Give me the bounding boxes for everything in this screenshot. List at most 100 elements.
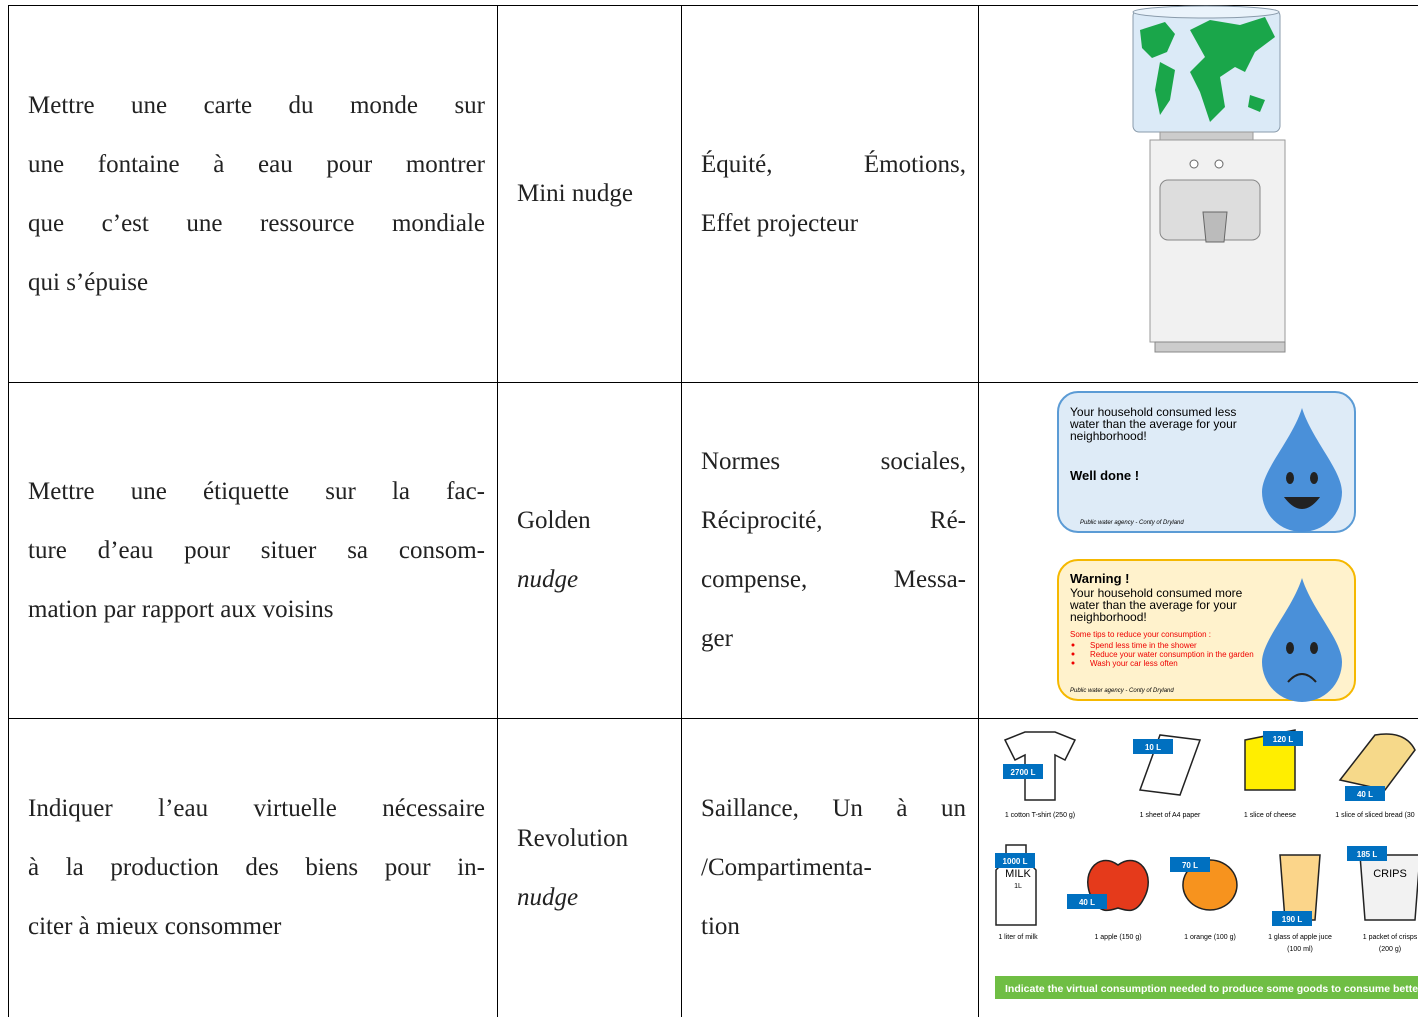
card-text: neighborhood! (1070, 429, 1147, 443)
drop (1262, 408, 1342, 532)
caption: 1 sheet of A4 paper (1140, 812, 1201, 819)
text-line: Mettre une étiquette sur la fac- (28, 477, 485, 505)
caption: 1 apple (150 g) (1094, 934, 1141, 941)
amount: 1000 L (1003, 857, 1028, 866)
drop (1262, 578, 1342, 702)
icon-text: 1L (1014, 883, 1022, 890)
caption: 1 glass of apple juce (1268, 934, 1332, 941)
text-line: citer à mieux consommer (28, 913, 282, 940)
card-footer: Public water agency - Conty of Dryland (1080, 520, 1184, 526)
text-line: nudge (517, 566, 579, 593)
caption: 1 packet of crisps (1363, 934, 1418, 941)
text-line: nudge (517, 883, 579, 911)
mouth (1283, 497, 1321, 509)
text-line: que c’est une ressource mondiale (28, 209, 485, 237)
eye (1310, 472, 1318, 484)
text-line: Équité, Émotions, (701, 150, 966, 178)
amount-tag (1170, 857, 1210, 872)
product-icon (1359, 854, 1418, 921)
type-cell: Mini nudge (497, 5, 681, 382)
amount: 190 L (1282, 915, 1303, 924)
card-emphasis: Well done ! (1070, 468, 1139, 483)
description-cell: Indiquer l’eau virtuelle nécessaire à la … (8, 718, 497, 1017)
principles-cell: Normes sociales, Réciprocité, Ré-compense… (681, 382, 978, 718)
card-text: Your household consumed more (1070, 586, 1243, 600)
text-line: mation par rapport aux voisins (28, 595, 334, 623)
text-line: Mini nudge (517, 180, 633, 207)
mouth (1287, 673, 1317, 683)
caption: 1 cotton T-shirt (250 g) (1005, 812, 1075, 819)
amount: 40 L (1357, 790, 1373, 799)
rule (497, 5, 498, 1017)
caption: 1 orange (100 g) (1184, 934, 1236, 941)
caption: (100 ml) (1287, 946, 1313, 953)
card-text: Your household consumed less (1070, 405, 1236, 419)
card-text: neighborhood! (1070, 610, 1147, 624)
text-line: à la production des biens pour in- (28, 854, 485, 881)
amount-tag (1272, 911, 1312, 926)
text-line: qui s’épuise (28, 268, 149, 296)
text-line: tion (701, 913, 740, 940)
text-line: une fontaine à eau pour montrer (28, 150, 485, 178)
amount-tag (1345, 786, 1385, 801)
description-cell: Mettre une étiquette sur la fac-ture d’e… (8, 382, 497, 718)
amount: 70 L (1182, 861, 1198, 870)
text-line: Effet projecteur (701, 209, 859, 237)
tips-intro: Some tips to reduce your consumption : (1070, 630, 1211, 639)
bullet (1071, 643, 1075, 647)
amount: 40 L (1079, 898, 1095, 907)
product-icon (1279, 854, 1321, 921)
eye (1286, 472, 1294, 484)
rule (8, 718, 1418, 719)
text-line: Revolution (517, 824, 629, 852)
amount: 10 L (1145, 743, 1161, 752)
text-line: Mettre une carte du monde sur (28, 91, 485, 119)
amount: 120 L (1273, 735, 1294, 744)
principles-cell: Saillance, Un à un/Compartimenta-tion (681, 718, 978, 1017)
rule (8, 382, 1418, 383)
text-line: Indiquer l’eau virtuelle nécessaire (28, 795, 485, 822)
card-title: Warning ! (1070, 571, 1129, 586)
principles-cell: Équité, Émotions, Effet projecteur (681, 5, 978, 382)
eye (1286, 642, 1294, 654)
amount: 2700 L (1011, 768, 1036, 777)
caption: 1 slice of sliced bread (30 (1335, 812, 1414, 819)
bullet (1071, 652, 1075, 656)
card-text: water than the average for your (1069, 598, 1237, 612)
amount: 185 L (1357, 850, 1378, 859)
text-line: ture d’eau pour situer sa consom- (28, 536, 485, 564)
tip: Reduce your water consumption in the gar… (1090, 650, 1254, 659)
water-cooler (1045, 5, 1418, 378)
rule (681, 5, 682, 1017)
icon-text: CRIPS (1373, 868, 1407, 880)
icon-text: MILK (1005, 868, 1031, 880)
amount-tag (1067, 894, 1107, 909)
type-cell: Revolution nudge (497, 718, 681, 1017)
text-line: Golden (517, 507, 591, 534)
amount-tag (1003, 764, 1043, 779)
banner (995, 976, 1418, 999)
caption: 1 liter of milk (998, 934, 1038, 941)
text-line: Normes sociales, (701, 448, 966, 475)
amount-tag (1347, 846, 1387, 861)
banner-text: Indicate the virtual consumption needed … (1005, 983, 1418, 995)
product-icon (1338, 733, 1416, 791)
rule (978, 5, 979, 1017)
description-cell: Mettre une carte du monde sur une fontain… (8, 5, 497, 382)
caption: 1 slice of cheese (1244, 812, 1296, 819)
rule (8, 5, 1418, 6)
text-line: /Compartimenta- (701, 854, 872, 881)
bullet (1071, 661, 1075, 665)
card-text: water than the average for your (1069, 417, 1237, 431)
card-footer: Public water agency - Conty of Dryland (1070, 688, 1174, 694)
amount-tag (1263, 731, 1303, 746)
amount-tag (995, 853, 1035, 868)
tip: Wash your car less often (1090, 659, 1178, 668)
rule (8, 5, 9, 1017)
type-cell: Golden nudge (497, 382, 681, 718)
tip: Spend less time in the shower (1090, 641, 1197, 650)
amount-tag (1133, 739, 1173, 754)
text-line: Réciprocité, Ré- (701, 507, 966, 534)
